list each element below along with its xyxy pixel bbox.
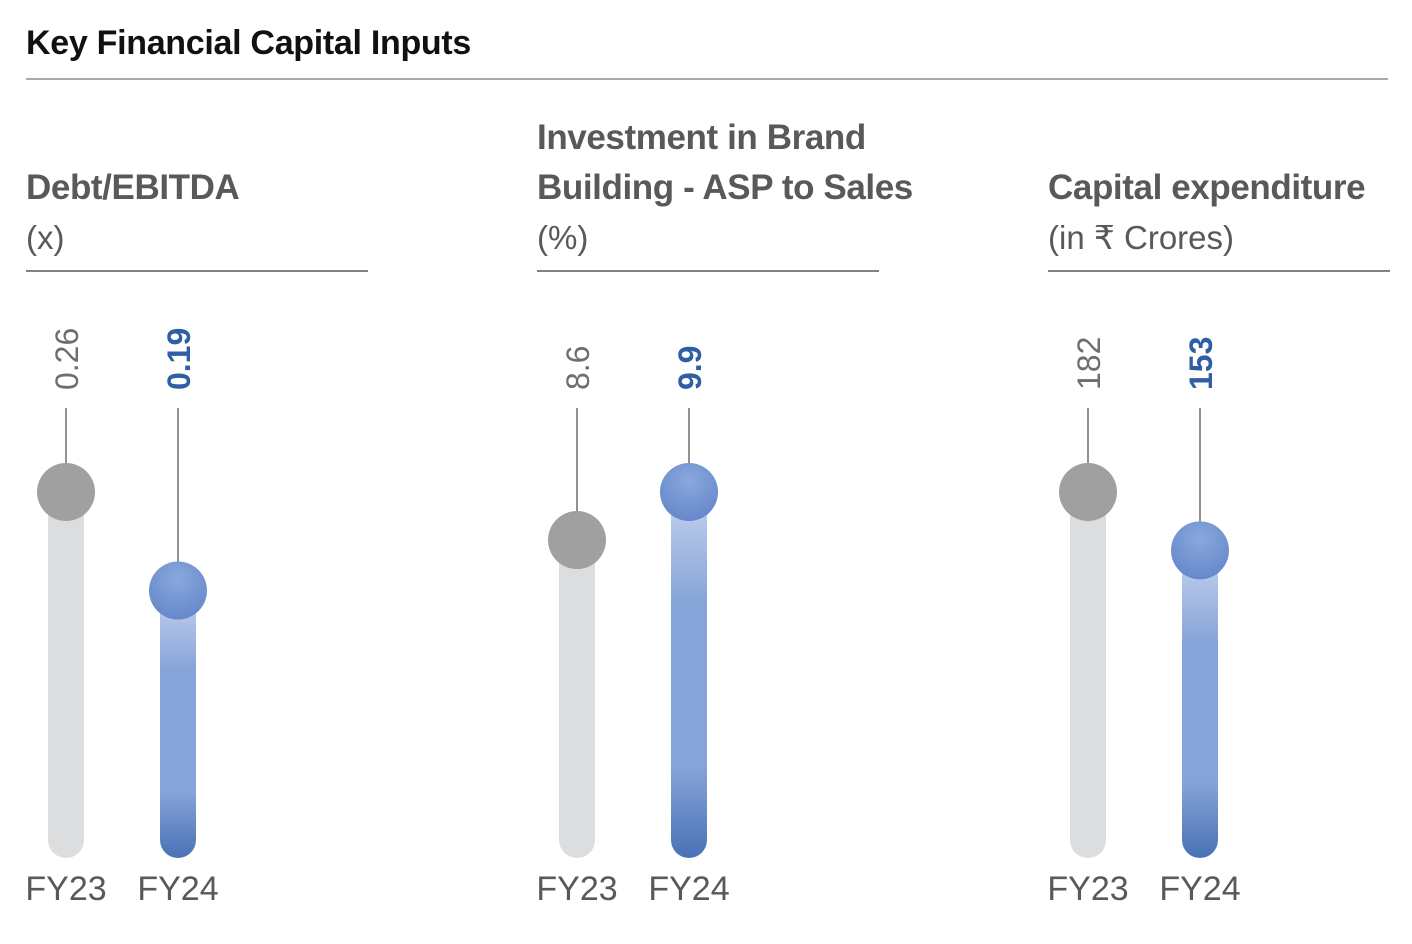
chart-panel-debt-ebitda: Debt/EBITDA (x) 0.26 FY23 0.19 FY24 — [26, 0, 426, 944]
chart-plot: 182 FY23 153 FY24 — [1048, 0, 1412, 944]
value-marker-fy23 — [1059, 463, 1117, 521]
category-label-fy24: FY24 — [648, 870, 729, 908]
value-label-fy24: 0.19 — [161, 328, 197, 390]
value-label-fy23: 8.6 — [560, 346, 596, 390]
value-marker-fy24 — [660, 463, 718, 521]
chart-panel-asp-to-sales: Investment in Brand Building - ASP to Sa… — [537, 0, 937, 944]
bar-fy24 — [160, 591, 196, 858]
category-label-fy24: FY24 — [137, 870, 218, 908]
value-marker-fy23 — [37, 463, 95, 521]
category-label-fy24: FY24 — [1159, 870, 1240, 908]
value-label-fy24: 9.9 — [672, 346, 708, 390]
value-marker-fy24 — [1171, 521, 1229, 579]
category-label-fy23: FY23 — [1047, 870, 1128, 908]
chart-panel-capital-expenditure: Capital expenditure (in ₹ Crores) 182 FY2… — [1048, 0, 1412, 944]
value-label-fy24: 153 — [1183, 337, 1219, 390]
bar-fy23 — [1070, 492, 1106, 858]
category-label-fy23: FY23 — [25, 870, 106, 908]
value-marker-fy24 — [149, 562, 207, 620]
bar-fy24 — [1182, 550, 1218, 858]
bar-fy23 — [559, 540, 595, 858]
chart-plot: 8.6 FY23 9.9 FY24 — [537, 0, 937, 944]
value-marker-fy23 — [548, 511, 606, 569]
chart-plot: 0.26 FY23 0.19 FY24 — [26, 0, 426, 944]
bar-fy24 — [671, 492, 707, 858]
category-label-fy23: FY23 — [536, 870, 617, 908]
value-label-fy23: 182 — [1071, 337, 1107, 390]
bar-fy23 — [48, 492, 84, 858]
value-label-fy23: 0.26 — [49, 328, 85, 390]
